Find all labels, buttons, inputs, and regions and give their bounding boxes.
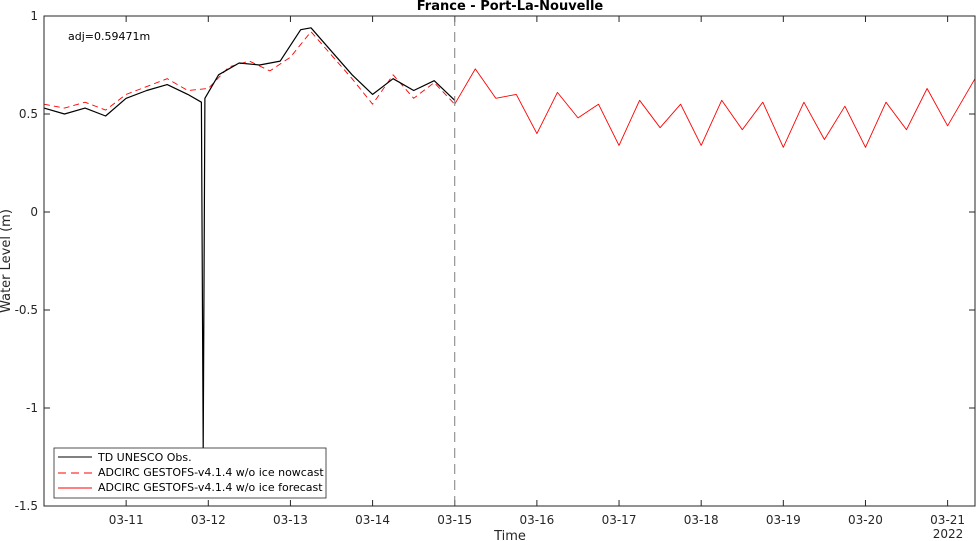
series-line-observed <box>43 27 456 452</box>
x-tick-label: 03-16 <box>519 513 554 527</box>
x-axis-title: Time <box>493 529 526 541</box>
x-tick-label: 03-13 <box>273 513 308 527</box>
year-label: 2022 <box>933 527 964 541</box>
x-tick-label: 03-14 <box>355 513 390 527</box>
legend-box <box>53 447 327 499</box>
x-tick-labels: 03-11 03-12 03-13 03-14 03-15 03-16 03-17 03-18… <box>109 513 965 527</box>
adjustment-annotation: adj=0.59471m <box>68 30 150 43</box>
y-tick-label: 0.5 <box>19 107 38 121</box>
x-tick-label: 03-12 <box>191 513 226 527</box>
legend-label-forecast: ADCIRC GESTOFS-v4.1.4 w/o ice forecast <box>98 481 323 494</box>
series-line-forecast <box>454 68 976 148</box>
x-tick-label: 03-15 <box>437 513 472 527</box>
y-tick-labels: 1 0.5 0 -0.5 -1 -1.5 <box>15 9 38 513</box>
plot-area-background <box>44 16 975 506</box>
legend-label-observed: TD UNESCO Obs. <box>97 451 192 464</box>
series-line-nowcast <box>43 31 456 111</box>
x-tick-label: 03-17 <box>602 513 637 527</box>
legend-label-nowcast: ADCIRC GESTOFS-v4.1.4 w/o ice nowcast <box>98 466 324 479</box>
x-tick-label: 03-19 <box>766 513 801 527</box>
y-tick-label: -1.5 <box>15 499 38 513</box>
y-tick-label: 1 <box>30 9 38 23</box>
legend: TD UNESCO Obs. ADCIRC GESTOFS-v4.1.4 w/o… <box>53 447 327 499</box>
plot-frame <box>43 15 976 507</box>
chart-title: France - Port-La-Nouvelle <box>417 0 604 14</box>
y-axis-title: Water Level (m) <box>0 209 14 313</box>
x-tick-label: 03-11 <box>109 513 144 527</box>
x-tick-label: 03-20 <box>848 513 883 527</box>
series-layer <box>43 27 976 452</box>
y-tick-label: -1 <box>26 401 38 415</box>
x-tick-label: 03-21 <box>930 513 965 527</box>
x-tick-label: 03-18 <box>684 513 719 527</box>
y-tick-label: 0 <box>30 205 38 219</box>
y-tick-label: -0.5 <box>15 303 38 317</box>
